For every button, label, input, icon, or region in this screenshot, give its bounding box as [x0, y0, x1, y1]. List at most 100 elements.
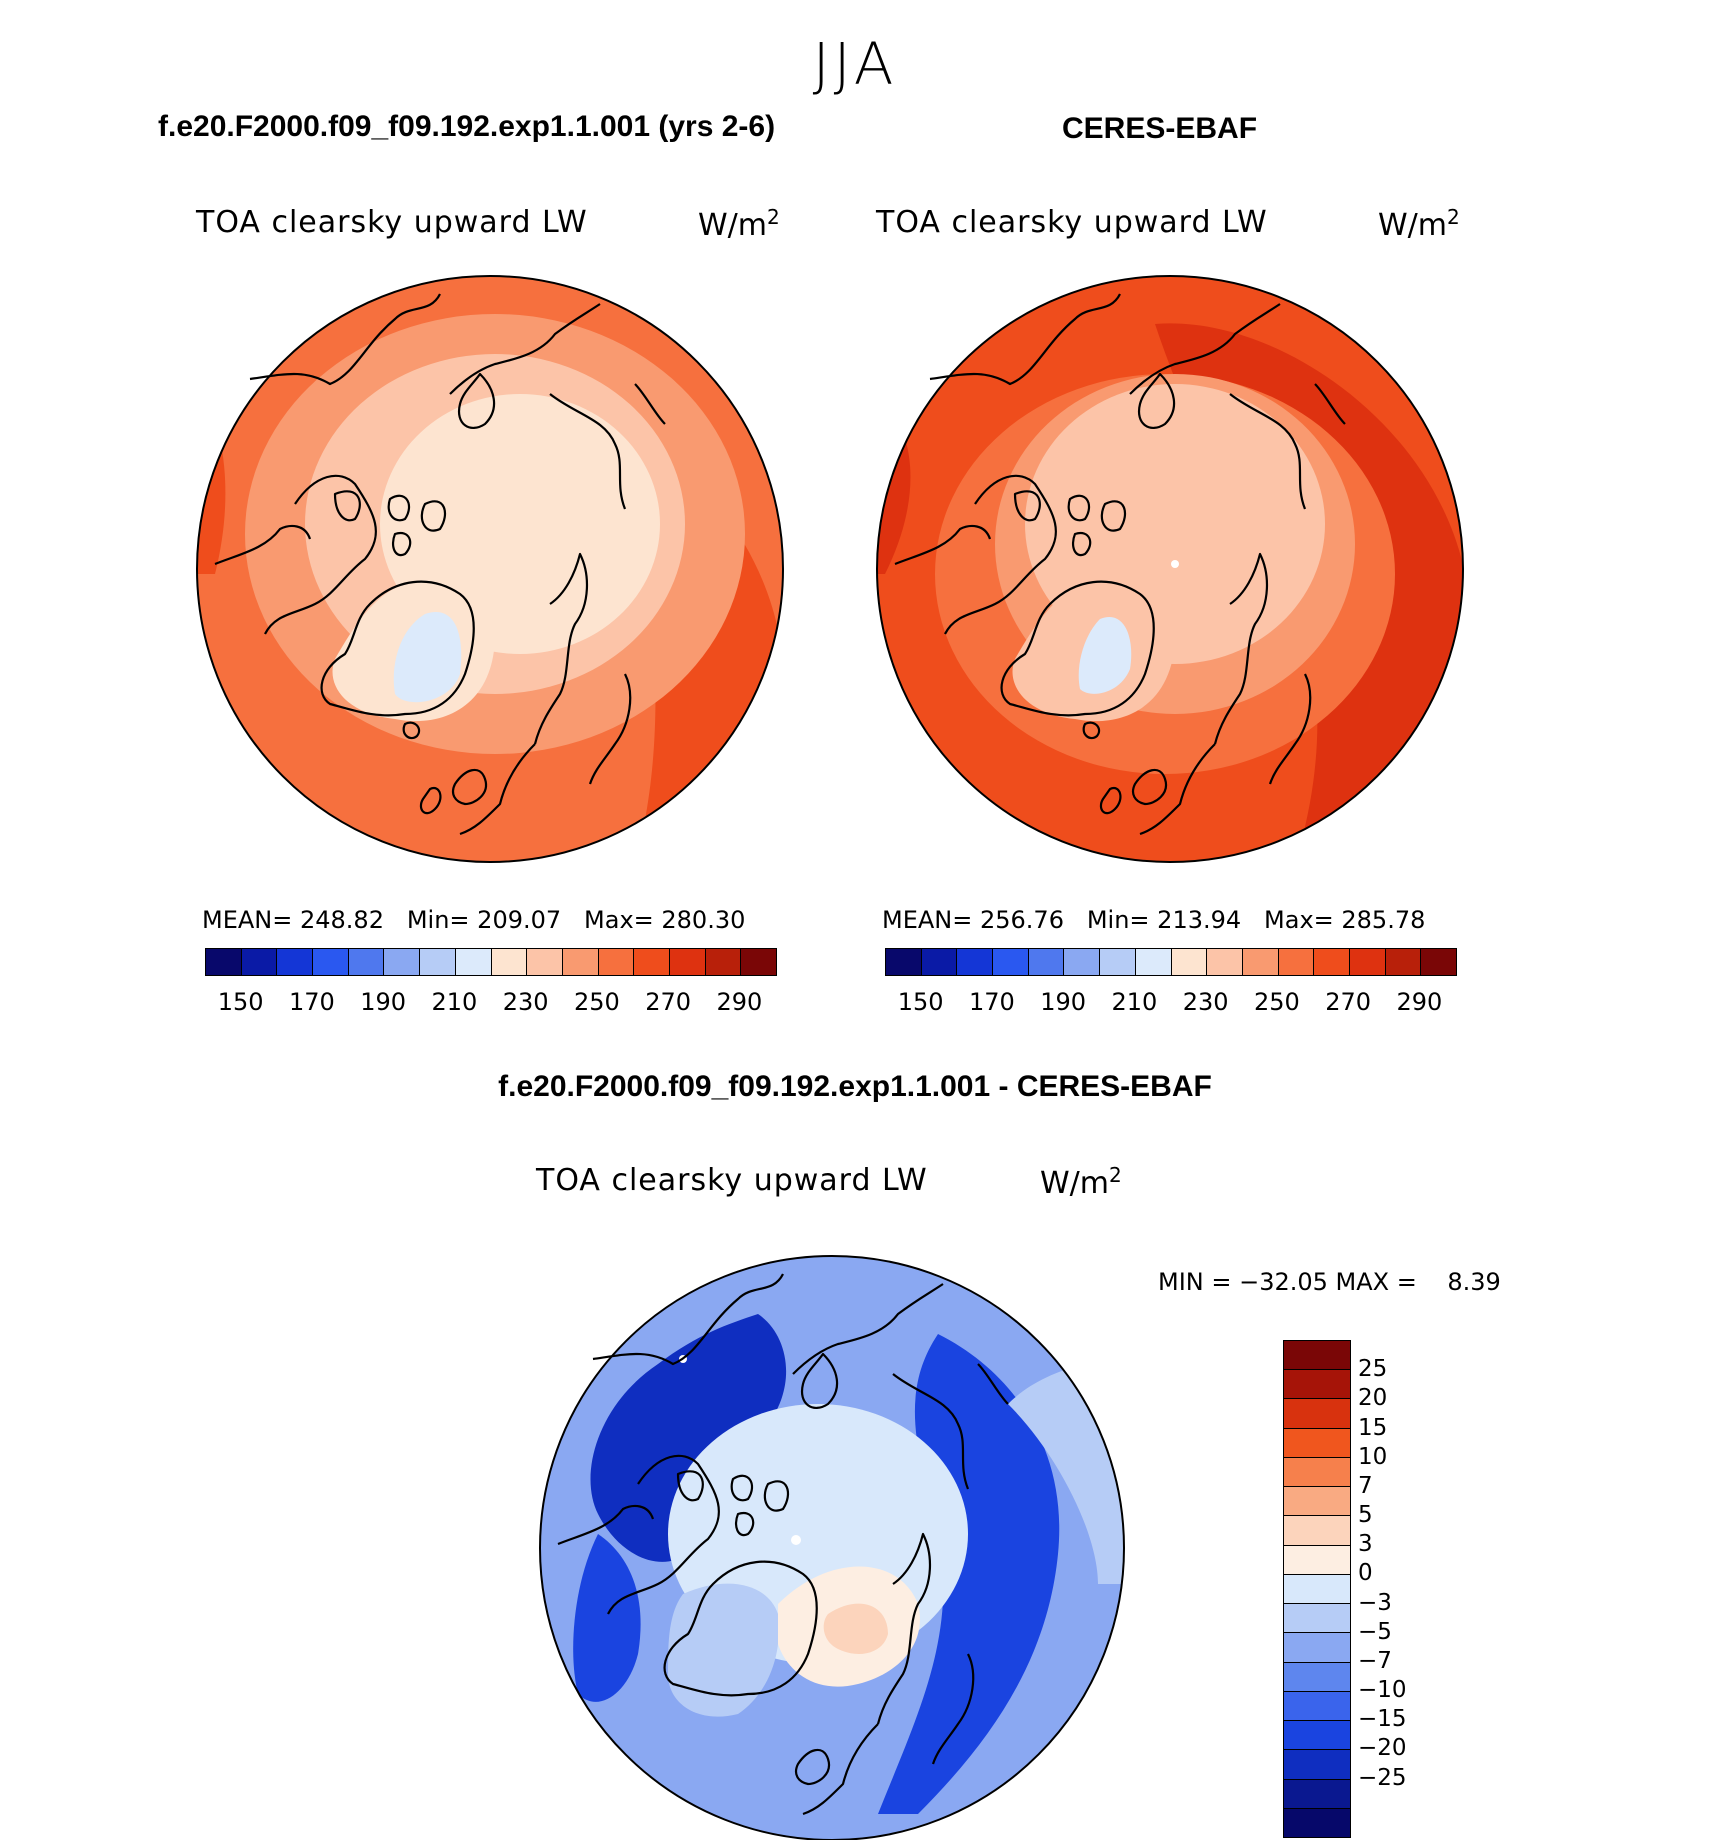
obs-colorbar	[885, 948, 1457, 976]
colorbar-swatch	[1284, 1662, 1350, 1692]
colorbar-swatch	[1284, 1399, 1350, 1429]
colorbar-swatch	[1284, 1604, 1350, 1634]
colorbar-swatch	[1284, 1779, 1350, 1809]
colorbar-tick-label: 0	[1358, 1560, 1373, 1587]
colorbar-swatch	[1135, 949, 1172, 975]
colorbar-swatch	[1242, 949, 1279, 975]
model-units-label: W/m2	[698, 205, 780, 243]
colorbar-tick-label: 150	[897, 988, 944, 1016]
colorbar-tick-label: 170	[968, 988, 1015, 1016]
colorbar-tick-label: 190	[360, 988, 407, 1016]
colorbar-swatch	[1207, 949, 1243, 975]
colorbar-tick-label: −3	[1358, 1589, 1392, 1616]
colorbar-swatch	[1284, 1457, 1350, 1488]
colorbar-tick-label: −7	[1358, 1647, 1392, 1674]
colorbar-swatch	[1284, 1370, 1350, 1400]
colorbar-swatch	[348, 949, 385, 975]
diff-colorbar-ticks: 25 20 15 10 7 5 3 0 −3 −5 −7 −10 −15 −20 −25	[1358, 1340, 1418, 1836]
colorbar-swatch	[384, 949, 421, 975]
colorbar-swatch	[1284, 1516, 1350, 1546]
colorbar-tick-label: 250	[1253, 988, 1300, 1016]
obs-units-label: W/m2	[1378, 205, 1460, 243]
colorbar-tick-label: 290	[716, 988, 763, 1016]
colorbar-swatch	[1349, 949, 1386, 975]
colorbar-swatch	[1385, 949, 1422, 975]
colorbar-tick-label: 15	[1358, 1414, 1388, 1441]
colorbar-tick-label: 190	[1040, 988, 1087, 1016]
colorbar-tick-label: 270	[645, 988, 692, 1016]
season-title: JJA	[812, 30, 898, 98]
colorbar-swatch	[1314, 949, 1350, 975]
colorbar-tick-label: 150	[217, 988, 264, 1016]
colorbar-swatch	[741, 949, 776, 975]
model-colorbar	[205, 948, 777, 976]
diff-title: f.e20.F2000.f09_f09.192.exp1.1.001 - CER…	[498, 1070, 1212, 1103]
colorbar-swatch	[921, 949, 958, 975]
colorbar-swatch	[1284, 1574, 1350, 1605]
obs-polar-map	[876, 275, 1464, 863]
colorbar-swatch	[1278, 949, 1315, 975]
colorbar-tick-label: 270	[1325, 988, 1372, 1016]
colorbar-swatch	[562, 949, 599, 975]
colorbar-tick-label: 3	[1358, 1531, 1373, 1558]
colorbar-tick-label: 290	[1396, 988, 1443, 1016]
colorbar-tick-label: 20	[1358, 1385, 1388, 1412]
colorbar-swatch	[420, 949, 456, 975]
diff-stats: MIN = −32.05 MAX = 8.39	[1158, 1268, 1501, 1296]
colorbar-tick-label: 250	[573, 988, 620, 1016]
diff-polar-map	[539, 1255, 1125, 1840]
colorbar-swatch	[705, 949, 742, 975]
obs-stats: MEAN= 256.76 Min= 213.94 Max= 285.78	[882, 906, 1426, 934]
obs-case-title: CERES-EBAF	[1062, 112, 1258, 145]
colorbar-swatch	[1028, 949, 1065, 975]
colorbar-swatch	[527, 949, 563, 975]
model-variable-label: TOA clearsky upward LW	[196, 205, 588, 240]
colorbar-tick-label: −20	[1358, 1735, 1407, 1762]
colorbar-tick-label: −5	[1358, 1618, 1392, 1645]
colorbar-tick-label: 230	[1182, 988, 1229, 1016]
obs-variable-label: TOA clearsky upward LW	[876, 205, 1268, 240]
colorbar-swatch	[598, 949, 635, 975]
colorbar-swatch	[886, 949, 922, 975]
colorbar-swatch	[634, 949, 670, 975]
colorbar-tick-label: −15	[1358, 1706, 1407, 1733]
colorbar-swatch	[1284, 1487, 1350, 1517]
colorbar-swatch	[1284, 1721, 1350, 1751]
colorbar-tick-label: −25	[1358, 1764, 1407, 1791]
colorbar-tick-label: 25	[1358, 1356, 1388, 1383]
colorbar-swatch	[1284, 1750, 1350, 1780]
colorbar-tick-label: 210	[1111, 988, 1158, 1016]
colorbar-swatch	[993, 949, 1029, 975]
colorbar-swatch	[277, 949, 314, 975]
colorbar-swatch	[1100, 949, 1136, 975]
model-colorbar-ticks: 150 170 190 210 230 250 270 290	[205, 988, 775, 1018]
colorbar-swatch	[669, 949, 706, 975]
colorbar-tick-label: 10	[1358, 1443, 1388, 1470]
model-polar-map	[196, 275, 784, 863]
colorbar-swatch	[1284, 1691, 1350, 1722]
diff-colorbar	[1283, 1340, 1351, 1838]
colorbar-swatch	[1171, 949, 1208, 975]
colorbar-swatch	[1284, 1633, 1350, 1663]
colorbar-swatch	[455, 949, 492, 975]
model-case-title: f.e20.F2000.f09_f09.192.exp1.1.001 (yrs …	[158, 110, 776, 143]
colorbar-swatch	[491, 949, 528, 975]
colorbar-swatch	[1284, 1545, 1350, 1575]
colorbar-swatch	[241, 949, 278, 975]
colorbar-swatch	[1421, 949, 1456, 975]
obs-colorbar-ticks: 150 170 190 210 230 250 270 290	[885, 988, 1455, 1018]
colorbar-swatch	[1284, 1428, 1350, 1458]
colorbar-tick-label: 170	[288, 988, 335, 1016]
diff-variable-label: TOA clearsky upward LW	[536, 1163, 928, 1198]
colorbar-swatch	[957, 949, 994, 975]
colorbar-tick-label: 210	[431, 988, 478, 1016]
colorbar-tick-label: 5	[1358, 1502, 1373, 1529]
colorbar-swatch	[206, 949, 242, 975]
colorbar-swatch	[1064, 949, 1101, 975]
colorbar-tick-label: −10	[1358, 1677, 1407, 1704]
colorbar-tick-label: 230	[502, 988, 549, 1016]
model-stats: MEAN= 248.82 Min= 209.07 Max= 280.30	[202, 906, 746, 934]
colorbar-swatch	[313, 949, 349, 975]
colorbar-tick-label: 7	[1358, 1472, 1373, 1499]
colorbar-swatch	[1284, 1341, 1350, 1371]
